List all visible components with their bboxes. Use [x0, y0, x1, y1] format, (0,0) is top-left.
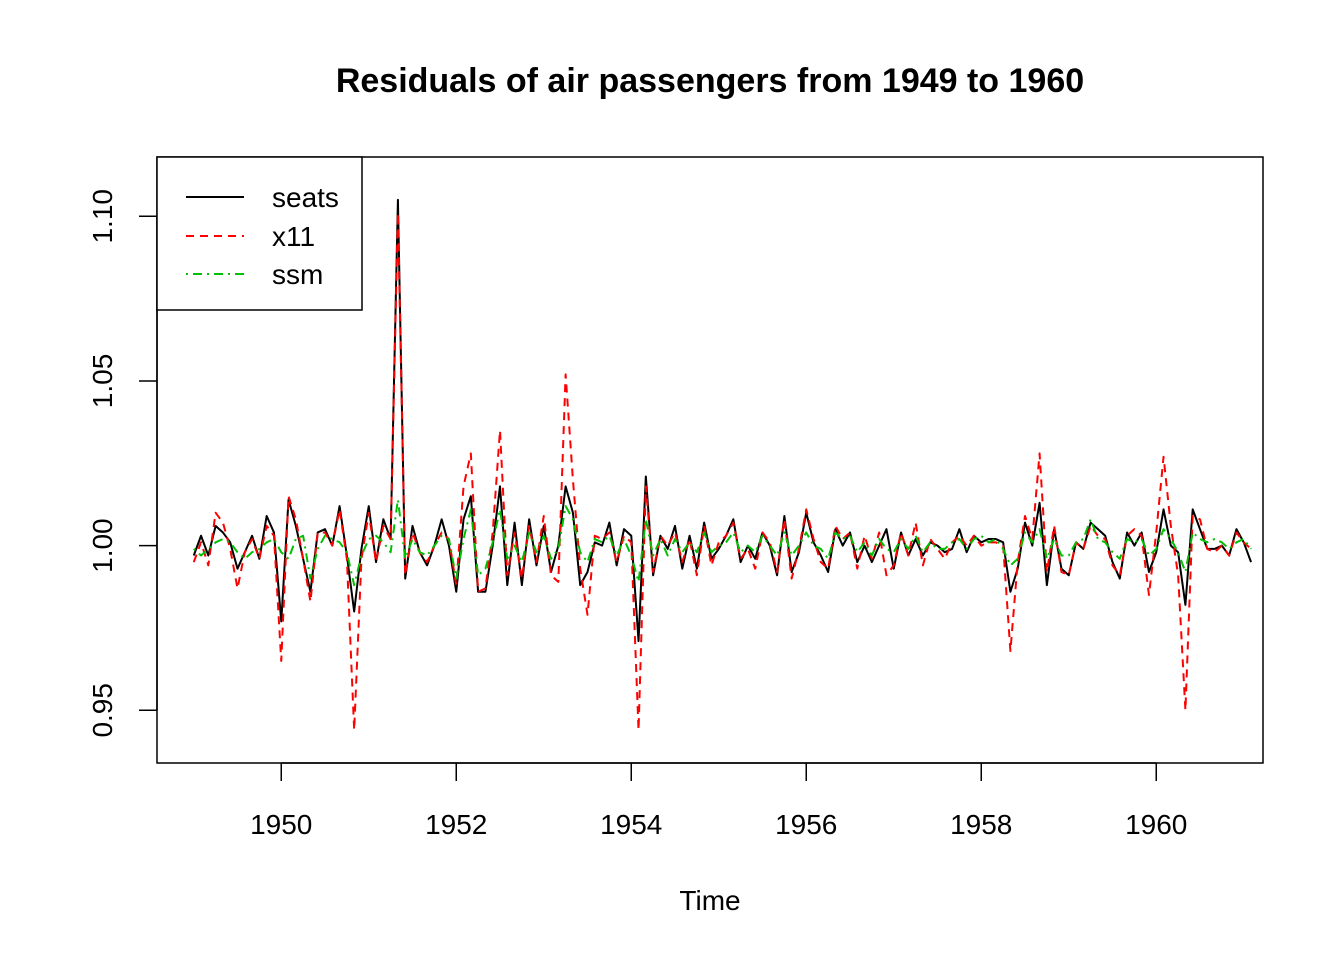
x-axis: 1950 1952 1954 1956 1958 1960: [250, 762, 1187, 840]
y-tick-label: 1.05: [87, 354, 118, 409]
chart-title: Residuals of air passengers from 1949 to…: [336, 62, 1084, 100]
legend: seats x11 ssm: [156, 156, 363, 311]
y-tick-label: 1.10: [87, 189, 118, 244]
x-tick-label: 1956: [775, 809, 837, 840]
legend-label-seats: seats: [272, 182, 339, 213]
x-tick-label: 1958: [950, 809, 1012, 840]
x-axis-label: Time: [679, 885, 740, 916]
x-tick-label: 1950: [250, 809, 312, 840]
series-line-ssm: [193, 498, 1252, 587]
x-tick-label: 1960: [1125, 809, 1187, 840]
x-tick-label: 1954: [600, 809, 662, 840]
y-tick-label: 0.95: [87, 683, 118, 738]
legend-label-ssm: ssm: [272, 259, 323, 290]
y-tick-label: 1.00: [87, 518, 118, 573]
legend-label-x11: x11: [272, 221, 315, 252]
series-layer: [192, 198, 1252, 732]
y-axis: 0.95 1.00 1.05 1.10: [87, 189, 158, 738]
legend-box: [156, 156, 363, 311]
x-tick-label: 1952: [425, 809, 487, 840]
